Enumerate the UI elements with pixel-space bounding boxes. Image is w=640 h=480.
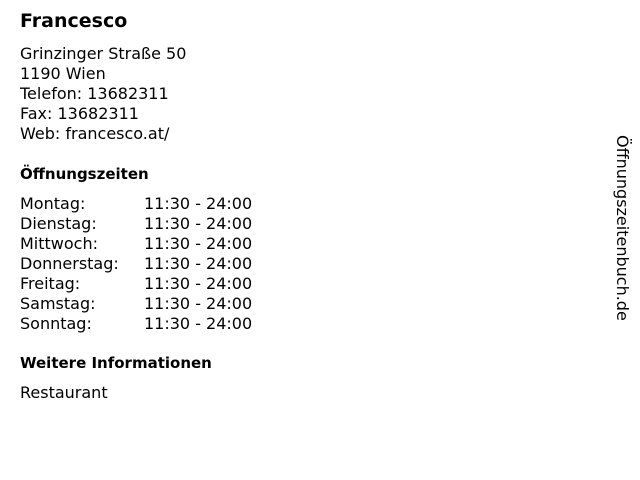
day: Mittwoch:: [20, 234, 98, 253]
time: 11:30 - 24:00: [144, 214, 253, 233]
info-text: Restaurant: [20, 383, 108, 402]
fax: Fax: 13682311: [20, 104, 139, 123]
day: Montag:: [20, 194, 86, 213]
hours-table: Montag: 11:30 - 24:00 Dienstag: 11:30 - 24…: [20, 194, 252, 334]
day: Sonntag:: [20, 314, 92, 333]
day: Dienstag:: [20, 214, 97, 233]
address-block: Grinzinger Straße 50 1190 Wien Telefon: …: [20, 44, 186, 144]
watermark-text: Öffnungszeitenbuch.de: [613, 135, 632, 321]
time: 11:30 - 24:00: [144, 234, 253, 253]
hours-row: Dienstag: 11:30 - 24:00: [20, 214, 252, 234]
time: 11:30 - 24:00: [144, 294, 253, 313]
hours-heading: Öffnungszeiten: [20, 165, 149, 183]
hours-row: Samstag: 11:30 - 24:00: [20, 294, 252, 314]
street: Grinzinger Straße 50: [20, 44, 187, 63]
hours-row: Donnerstag: 11:30 - 24:00: [20, 254, 252, 274]
phone: Telefon: 13682311: [20, 84, 169, 103]
hours-row: Freitag: 11:30 - 24:00: [20, 274, 252, 294]
time: 11:30 - 24:00: [144, 254, 253, 273]
watermark: Öffnungszeitenbuch.de: [612, 135, 632, 335]
day: Freitag:: [20, 274, 81, 293]
hours-row: Sonntag: 11:30 - 24:00: [20, 314, 252, 334]
day: Samstag:: [20, 294, 96, 313]
business-name: Francesco: [20, 10, 128, 32]
city: 1190 Wien: [20, 64, 106, 83]
hours-row: Montag: 11:30 - 24:00: [20, 194, 252, 214]
info-heading: Weitere Informationen: [20, 354, 212, 372]
day: Donnerstag:: [20, 254, 119, 273]
time: 11:30 - 24:00: [144, 314, 253, 333]
time: 11:30 - 24:00: [144, 274, 253, 293]
website: Web: francesco.at/: [20, 124, 170, 143]
hours-row: Mittwoch: 11:30 - 24:00: [20, 234, 252, 254]
time: 11:30 - 24:00: [144, 194, 253, 213]
